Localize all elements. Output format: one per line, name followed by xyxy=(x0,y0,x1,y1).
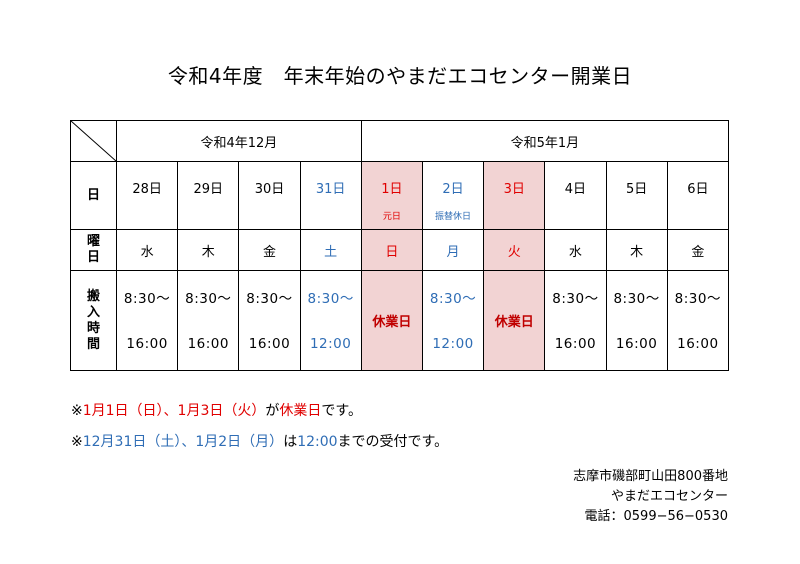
page-title: 令和4年度 年末年始のやまだエコセンター開業日 xyxy=(167,64,633,88)
closed-label: 休業日 xyxy=(494,315,534,330)
date-cell: 3日 xyxy=(483,161,546,230)
close-time: 16:00 xyxy=(248,336,291,352)
note-short-hours: ※12月31日（土）、1月2日（月）は12:00までの受付です。 xyxy=(71,434,449,450)
open-time: 8:30〜 xyxy=(185,291,232,307)
hours-cell: 8:30〜 16:00 xyxy=(238,270,301,371)
schedule-table: 令和4年12月 令和5年1月 日 28日 29日 30日 31日 1日 元日 2日 振替休日 3… xyxy=(70,120,729,371)
contact-phone: 電話：0599−56−0530 xyxy=(584,509,729,524)
weekday-cell: 土 xyxy=(299,229,362,271)
weekday-cell: 水 xyxy=(115,229,179,271)
date-label: 29日 xyxy=(193,182,224,197)
weekday-cell: 木 xyxy=(177,229,240,271)
hours-cell: 8:30〜 16:00 xyxy=(666,270,729,371)
date-label: 5日 xyxy=(625,182,648,197)
row-label-date: 日 xyxy=(70,161,117,230)
close-time: 16:00 xyxy=(677,336,719,352)
open-time: 8:30〜 xyxy=(613,291,660,307)
close-time: 16:00 xyxy=(615,336,658,352)
date-cell: 30日 xyxy=(238,161,301,230)
close-time: 16:00 xyxy=(187,336,229,352)
note-closed-days: ※1月1日（日）、1月3日（火）が休業日です。 xyxy=(71,403,362,419)
hours-cell: 8:30〜 12:00 xyxy=(299,270,362,371)
corner-cell xyxy=(70,120,117,162)
holiday-note: 振替休日 xyxy=(435,212,472,222)
hours-cell: 8:30〜 12:00 xyxy=(421,270,485,371)
date-label: 31日 xyxy=(315,182,346,197)
date-cell: 29日 xyxy=(177,161,240,230)
open-time: 8:30〜 xyxy=(307,291,354,307)
date-cell: 31日 xyxy=(299,161,362,230)
diagonal-line xyxy=(71,121,116,161)
hours-cell: 8:30〜 16:00 xyxy=(605,270,668,371)
weekday-cell: 金 xyxy=(666,229,729,271)
row-label-time: 搬入時間 xyxy=(70,270,117,371)
date-label: 30日 xyxy=(254,182,285,197)
weekday-cell: 火 xyxy=(483,229,546,271)
row-label-dow: 曜日 xyxy=(70,229,117,271)
date-cell: 1日元日 xyxy=(360,161,423,230)
open-time: 8:30〜 xyxy=(674,291,721,307)
open-time: 8:30〜 xyxy=(246,291,293,307)
weekday-cell: 水 xyxy=(544,229,607,271)
contact-block: 志摩市磯部町山田800番地 やまだエコセンター 電話：0599−56−0530 xyxy=(573,467,728,527)
closed-label: 休業日 xyxy=(372,315,412,330)
month-header-dec: 令和4年12月 xyxy=(116,120,362,162)
weekday-cell: 日 xyxy=(360,229,423,271)
close-time: 16:00 xyxy=(554,336,597,352)
date-label: 28日 xyxy=(132,182,162,197)
open-time: 8:30〜 xyxy=(552,291,599,307)
open-time: 8:30〜 xyxy=(123,291,171,307)
hours-cell: 休業日 xyxy=(360,270,423,371)
contact-name: やまだエコセンター xyxy=(610,489,728,504)
date-cell: 28日 xyxy=(115,161,179,230)
weekday-cell: 金 xyxy=(238,229,301,271)
date-label: 6日 xyxy=(687,182,709,197)
date-cell: 4日 xyxy=(544,161,607,230)
hours-cell: 休業日 xyxy=(483,270,546,371)
close-time: 12:00 xyxy=(432,336,474,352)
hours-cell: 8:30〜 16:00 xyxy=(115,270,179,371)
hours-cell: 8:30〜 16:00 xyxy=(177,270,240,371)
hours-cell: 8:30〜 16:00 xyxy=(544,270,607,371)
date-label: 3日 xyxy=(503,182,525,197)
weekday-cell: 月 xyxy=(421,229,485,271)
date-cell: 2日振替休日 xyxy=(421,161,485,230)
date-cell: 5日 xyxy=(605,161,668,230)
close-time: 12:00 xyxy=(309,336,352,352)
holiday-note: 元日 xyxy=(382,212,401,222)
month-header-jan: 令和5年1月 xyxy=(360,120,729,162)
open-time: 8:30〜 xyxy=(429,291,477,307)
close-time: 16:00 xyxy=(126,336,168,352)
date-label: 2日 xyxy=(442,182,464,197)
date-label: 4日 xyxy=(564,182,587,197)
date-cell: 6日 xyxy=(666,161,729,230)
weekday-cell: 木 xyxy=(605,229,668,271)
date-label: 1日 xyxy=(381,182,403,197)
contact-address: 志摩市磯部町山田800番地 xyxy=(573,469,728,484)
